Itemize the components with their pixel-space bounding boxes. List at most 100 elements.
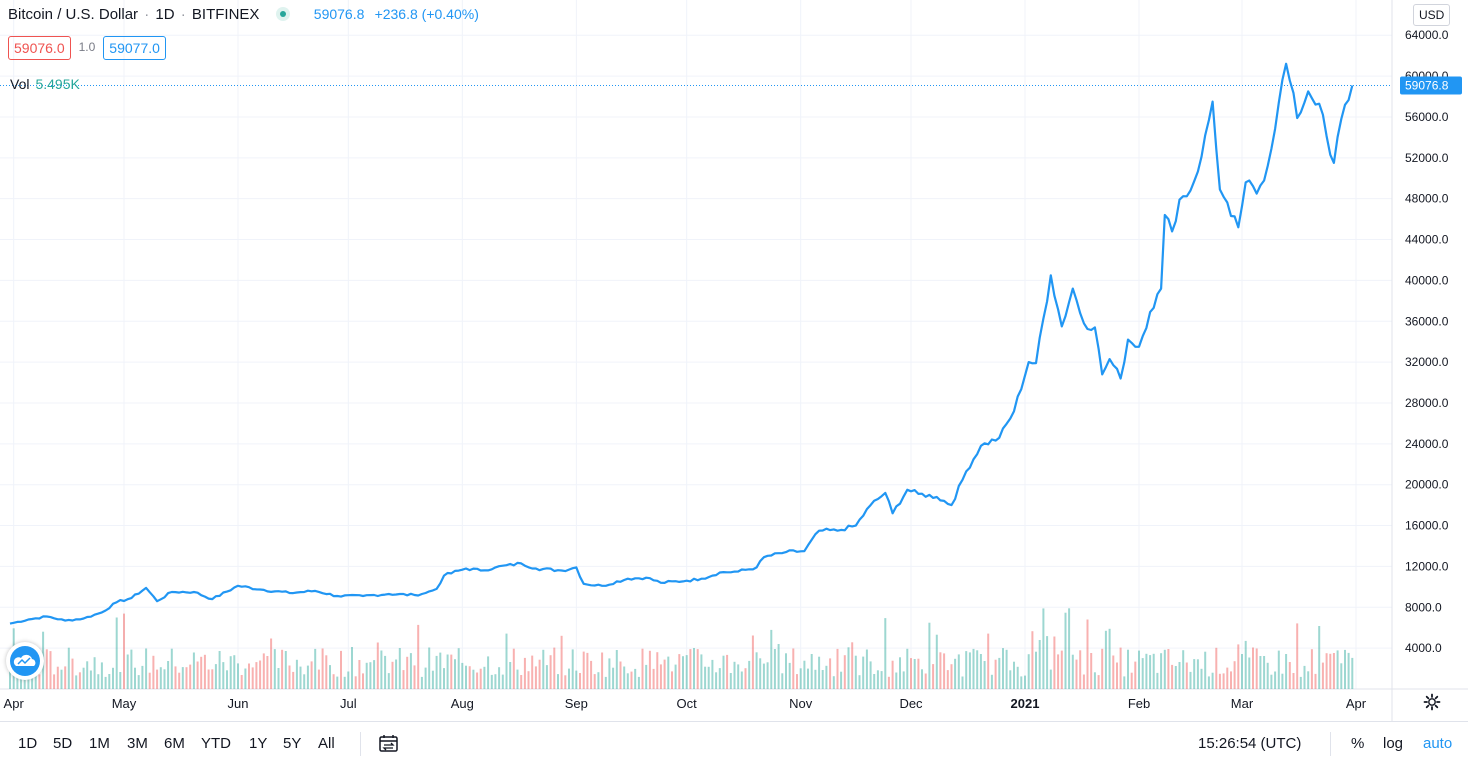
volume-bar [1042, 608, 1045, 689]
volume-bar [284, 651, 287, 689]
volume-bar [803, 660, 806, 689]
price-tick-label: 16000.0 [1405, 519, 1449, 533]
log-scale-toggle[interactable]: log [1383, 735, 1404, 752]
volume-bar [979, 654, 982, 689]
volume-bar [476, 672, 479, 689]
symbol-name[interactable]: Bitcoin / U.S. Dollar [8, 6, 139, 23]
volume-bar [498, 667, 501, 689]
volume-bar [751, 635, 754, 689]
time-tick-label: Jul [340, 696, 357, 711]
volume-bar [1086, 619, 1089, 689]
volume-bar [906, 648, 909, 689]
volume-bar [619, 661, 622, 689]
volume-bar [358, 660, 361, 689]
settings-gear-icon[interactable] [1423, 693, 1441, 711]
volume-bar [159, 667, 162, 689]
volume-bar [1241, 654, 1243, 689]
volume-bar [207, 669, 210, 689]
volume-bar [604, 676, 607, 689]
range-1d-button[interactable]: 1D [18, 735, 38, 752]
price-tick-label: 36000.0 [1405, 314, 1449, 328]
volume-bar [45, 649, 48, 689]
volume-bar [137, 675, 140, 689]
bid-button[interactable]: 59076.0 [8, 36, 71, 60]
volume-bar [744, 668, 747, 689]
utc-clock[interactable]: 15:26:54 (UTC) [1198, 735, 1302, 752]
volume-bar [990, 674, 993, 689]
volume-bar [354, 676, 357, 689]
volume-bar [1329, 653, 1332, 689]
volume-bar [1005, 649, 1008, 689]
volume-bar [689, 649, 692, 689]
volume-bar [843, 655, 846, 689]
volume-bar [946, 670, 949, 689]
ask-button[interactable]: 59077.0 [103, 36, 166, 60]
volume-bar [954, 658, 957, 689]
volume-bar [726, 654, 729, 689]
currency-button[interactable]: USD [1413, 4, 1451, 26]
volume-bar [387, 673, 390, 689]
volume-bar [1060, 650, 1063, 689]
volume-bar [538, 659, 541, 689]
volume-bar [880, 671, 883, 689]
range-ytd-button[interactable]: YTD [201, 735, 231, 752]
range-5d-button[interactable]: 5D [53, 735, 73, 752]
volume-bar [1296, 623, 1299, 689]
range-5y-button[interactable]: 5Y [283, 735, 302, 752]
volume-bar [564, 675, 567, 689]
volume-bar [9, 659, 11, 689]
volume-bar [553, 647, 556, 689]
volume-bar [648, 650, 651, 689]
range-6m-button[interactable]: 6M [164, 735, 185, 752]
range-all-button[interactable]: All [318, 735, 335, 752]
volume-bar [273, 649, 276, 689]
price-chart[interactable]: 4000.0 8000.0 12000.0 16000.0 20000.0 24000.0… [0, 0, 1468, 721]
volume-bar [281, 649, 284, 689]
auto-scale-toggle[interactable]: auto [1423, 735, 1453, 752]
volume-bar [939, 652, 942, 689]
volume-bar [295, 659, 298, 689]
time-tick-label: Sep [565, 696, 588, 711]
volume-bar [737, 664, 740, 689]
volume-bar [1057, 654, 1060, 689]
range-1y-button[interactable]: 1Y [249, 735, 268, 752]
volume-bar [86, 661, 89, 689]
volume-bar [674, 664, 677, 689]
range-1m-button[interactable]: 1M [89, 735, 110, 752]
range-3m-button[interactable]: 3M [127, 735, 148, 752]
volume-bar [465, 665, 467, 689]
volume-bar [1237, 644, 1240, 689]
volume-bar [762, 663, 765, 689]
volume-bar [821, 670, 824, 689]
interval-label[interactable]: 1D [155, 6, 175, 23]
volume-bar [314, 648, 317, 689]
volume-bar [1156, 672, 1159, 689]
volume-bar [181, 667, 184, 689]
volume-bar [770, 629, 773, 689]
volume-bar [950, 664, 953, 689]
volume-bar [340, 650, 342, 689]
volume-bar [196, 661, 199, 689]
volume-bar [1266, 662, 1269, 689]
volume-bar [1024, 675, 1026, 689]
volume-bar [1134, 661, 1137, 689]
price-tick-label: 8000.0 [1405, 600, 1442, 614]
volume-bar [512, 648, 515, 689]
volume-bar [1204, 651, 1207, 689]
volume-bar [244, 668, 247, 689]
volume-bar [38, 674, 41, 689]
volume-bar [351, 647, 353, 689]
volume-bar [1071, 654, 1074, 689]
volume-bar [369, 662, 372, 689]
price-tick-label: 52000.0 [1405, 151, 1449, 165]
tradingview-logo[interactable] [6, 642, 44, 680]
volume-bar [53, 674, 56, 689]
date-range-calendar-icon[interactable] [378, 734, 400, 754]
volume-bar [211, 669, 214, 689]
volume-bar [336, 676, 339, 689]
volume-bar [895, 672, 898, 689]
percent-scale-toggle[interactable]: % [1351, 735, 1365, 752]
volume-bar [1215, 647, 1218, 689]
volume-bar [667, 656, 670, 689]
volume-bar [317, 669, 320, 689]
